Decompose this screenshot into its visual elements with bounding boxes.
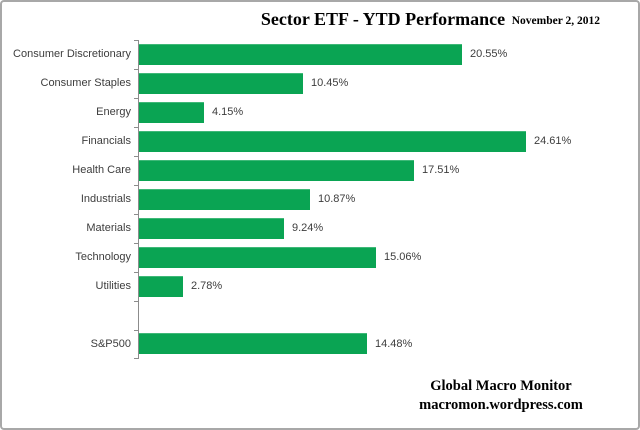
bar-health-care — [139, 160, 414, 181]
axis-tick — [134, 40, 139, 41]
category-label: Consumer Staples — [40, 77, 132, 89]
axis-tick — [134, 214, 139, 215]
axis-tick — [134, 98, 139, 99]
category-label: Energy — [96, 106, 131, 118]
bar-value-label: 17.51% — [422, 164, 460, 176]
axis-tick — [134, 156, 139, 157]
bar-value-label: 10.45% — [311, 77, 349, 89]
axis-tick — [134, 301, 139, 302]
bar-s-p500 — [139, 333, 367, 354]
axis-tick — [134, 185, 139, 186]
axis-tick — [134, 272, 139, 273]
bar-value-label: 20.55% — [470, 48, 508, 60]
axis-tick — [134, 330, 139, 331]
attribution-line1: Global Macro Monitor — [430, 378, 572, 394]
chart-date: November 2, 2012 — [511, 15, 600, 27]
bar-value-label: 2.78% — [191, 280, 223, 292]
bar-financials — [139, 131, 526, 152]
bar-technology — [139, 247, 376, 268]
category-label: Utilities — [95, 280, 131, 292]
bar-energy — [139, 102, 204, 123]
bar-consumer-discretionary — [139, 44, 462, 65]
bar-value-label: 10.87% — [318, 193, 356, 205]
category-label: Technology — [75, 251, 131, 263]
axis-tick — [134, 243, 139, 244]
category-label: Materials — [86, 222, 131, 234]
bar-utilities — [139, 276, 183, 297]
category-label: Health Care — [72, 164, 131, 176]
axis-tick — [134, 358, 139, 359]
bar-value-label: 9.24% — [292, 222, 324, 234]
bar-materials — [139, 218, 284, 239]
category-label: S&P500 — [90, 338, 131, 350]
bar-value-label: 14.48% — [375, 338, 413, 350]
bar-consumer-staples — [139, 73, 303, 94]
category-label: Financials — [81, 135, 131, 147]
category-label: Industrials — [80, 193, 131, 205]
chart-title: Sector ETF - YTD Performance — [260, 9, 506, 29]
category-label: Consumer Discretionary — [13, 48, 131, 60]
axis-tick — [134, 127, 139, 128]
attribution-line2: macromon.wordpress.com — [419, 397, 583, 413]
bar-value-label: 24.61% — [534, 135, 572, 147]
bar-value-label: 15.06% — [384, 251, 422, 263]
bar-industrials — [139, 189, 310, 210]
bar-value-label: 4.15% — [212, 106, 244, 118]
axis-tick — [134, 69, 139, 70]
attribution: Global Macro Monitor macromon.wordpress.… — [376, 377, 626, 415]
y-axis-line — [138, 40, 139, 359]
